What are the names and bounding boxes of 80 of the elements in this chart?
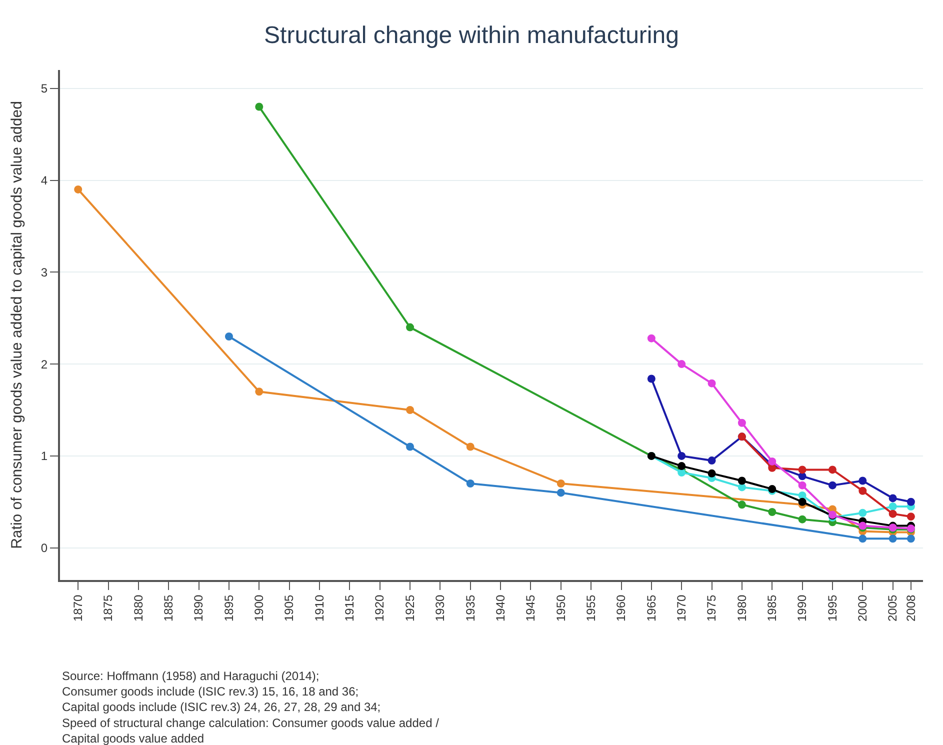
point bbox=[708, 469, 716, 478]
point bbox=[647, 374, 656, 383]
point bbox=[858, 534, 867, 543]
point bbox=[556, 488, 565, 497]
point bbox=[74, 185, 82, 194]
point bbox=[466, 480, 474, 488]
x-tick-label: 1990 bbox=[795, 594, 810, 622]
x-tick-label: 2008 bbox=[904, 594, 918, 622]
point bbox=[255, 388, 264, 396]
x-tick-label: 1910 bbox=[312, 594, 326, 622]
point bbox=[858, 486, 867, 495]
x-tick-label: 1950 bbox=[554, 594, 568, 622]
x-tick-label: 1940 bbox=[493, 594, 508, 622]
point bbox=[678, 360, 686, 368]
point bbox=[858, 508, 867, 517]
point bbox=[798, 515, 806, 524]
point bbox=[798, 481, 806, 490]
point bbox=[708, 456, 716, 465]
x-tick-label: 1915 bbox=[342, 594, 357, 622]
y-tick-label: 5 bbox=[40, 82, 48, 96]
x-tick-label: 1995 bbox=[825, 594, 840, 622]
x-tick-label: 1955 bbox=[584, 594, 598, 622]
x-tick-label: 1880 bbox=[131, 594, 146, 622]
point bbox=[906, 512, 915, 521]
x-tick-label: 1920 bbox=[372, 594, 387, 622]
point bbox=[888, 510, 897, 518]
point bbox=[888, 502, 897, 510]
y-axis-title: Ratio of consumer goods value added to capital goods value added bbox=[8, 101, 26, 549]
point bbox=[798, 498, 806, 506]
x-tick-label: 2000 bbox=[856, 594, 870, 622]
point bbox=[738, 418, 746, 427]
point bbox=[738, 476, 746, 485]
point bbox=[828, 466, 836, 474]
x-tick-label: 1960 bbox=[614, 594, 628, 622]
point bbox=[406, 323, 414, 332]
y-tick-label: 2 bbox=[40, 357, 48, 372]
point bbox=[224, 332, 233, 340]
x-tick-label: 1895 bbox=[222, 594, 236, 622]
point bbox=[708, 379, 716, 388]
x-tick-label: 1965 bbox=[644, 594, 658, 622]
x-tick-label: 1970 bbox=[674, 594, 688, 622]
point bbox=[466, 442, 474, 451]
point bbox=[678, 462, 686, 470]
point bbox=[406, 406, 414, 414]
x-tick-label: 1935 bbox=[463, 594, 478, 622]
chart-title: Structural change within manufacturing bbox=[264, 22, 679, 49]
point bbox=[678, 468, 686, 476]
y-tick-label: 3 bbox=[40, 265, 48, 280]
point bbox=[768, 508, 776, 516]
x-tick-label: 1905 bbox=[282, 594, 296, 622]
source-note: Source: Hoffmann (1958) and Haraguchi (2014); Consumer goods include (ISIC rev.3) 15, 16, 18 and 36; Capital goods include (ISIC rev.3) 24, 26, 27, 28, 29 and 34; Speed of structural change calculation: Consumer goods value added / Capital goods value added bbox=[62, 669, 440, 745]
point bbox=[828, 481, 836, 490]
point bbox=[255, 102, 264, 111]
x-tick-label: 1885 bbox=[162, 594, 176, 622]
x-tick-label: 1890 bbox=[192, 594, 206, 622]
point bbox=[888, 494, 897, 502]
x-tick-label: 1870 bbox=[71, 594, 85, 622]
point bbox=[906, 534, 915, 543]
x-tick-label: 1925 bbox=[402, 594, 417, 622]
x-tick-label: 1985 bbox=[765, 594, 780, 622]
x-tick-label: 1900 bbox=[252, 594, 266, 622]
point bbox=[738, 500, 746, 509]
x-tick-label: 1945 bbox=[524, 594, 538, 622]
x-tick-label: 1930 bbox=[433, 594, 448, 622]
y-tick-label: 1 bbox=[40, 449, 48, 464]
point bbox=[647, 334, 656, 342]
x-tick-label: 1975 bbox=[704, 594, 719, 622]
point bbox=[678, 452, 686, 460]
point bbox=[798, 466, 806, 474]
x-tick-label: 2005 bbox=[886, 594, 900, 622]
point bbox=[556, 480, 565, 488]
y-tick-label: 4 bbox=[40, 173, 48, 188]
point bbox=[768, 457, 776, 466]
point bbox=[888, 534, 897, 543]
point bbox=[858, 476, 867, 485]
x-tick-label: 1980 bbox=[734, 594, 749, 622]
y-tick-label: 0 bbox=[40, 541, 48, 556]
x-tick-label: 1875 bbox=[101, 594, 116, 622]
point bbox=[906, 498, 915, 506]
point bbox=[406, 442, 414, 451]
